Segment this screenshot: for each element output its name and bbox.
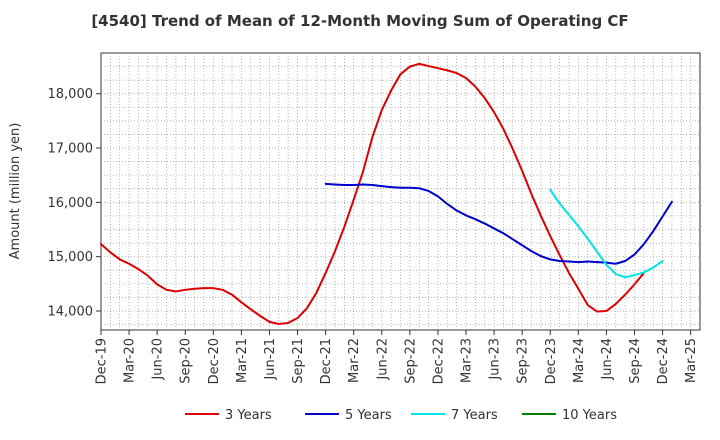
- x-tick-label: Mar-25: [684, 338, 699, 383]
- legend-label: 10 Years: [562, 408, 617, 423]
- x-tick-label: Mar-20: [123, 338, 138, 383]
- x-tick-label: Sep-23: [516, 338, 531, 384]
- series-line-7-years: [549, 188, 664, 279]
- x-tick-label: Sep-22: [403, 338, 418, 384]
- y-tick-label: 17,000: [48, 142, 94, 157]
- y-axis-ticks: 14,000 15,000 16,000 17,000 18,000: [48, 87, 101, 319]
- legend: 3 Years 5 Years 7 Years 10 Years: [185, 408, 617, 423]
- series-line-5-years: [324, 182, 673, 265]
- x-tick-label: Mar-23: [460, 338, 475, 383]
- x-tick-label: Dec-22: [431, 338, 446, 384]
- x-tick-label: Mar-22: [347, 338, 362, 383]
- series-lines: [100, 62, 673, 326]
- x-tick-label: Dec-20: [207, 338, 222, 384]
- x-axis-ticks: Dec-19 Mar-20 Jun-20 Sep-20 Dec-20 Mar-21 Jun-…: [95, 330, 699, 384]
- x-tick-label: Mar-21: [235, 338, 250, 383]
- x-tick-label: Sep-24: [628, 338, 643, 384]
- x-tick-label: Jun-21: [263, 338, 278, 381]
- legend-label: 7 Years: [451, 408, 498, 423]
- chart-title: [4540] Trend of Mean of 12-Month Moving …: [91, 12, 628, 30]
- x-tick-label: Jun-22: [375, 338, 390, 381]
- legend-label: 3 Years: [225, 408, 272, 423]
- y-tick-label: 18,000: [48, 87, 94, 102]
- x-tick-label: Jun-23: [488, 338, 503, 381]
- x-tick-label: Dec-21: [319, 338, 334, 384]
- y-tick-label: 14,000: [48, 304, 94, 319]
- x-tick-label: Dec-19: [95, 338, 110, 384]
- y-tick-label: 16,000: [48, 196, 94, 211]
- x-tick-label: Dec-24: [656, 338, 671, 384]
- y-axis-label: Amount (million yen): [8, 123, 23, 260]
- x-tick-label: Dec-23: [544, 338, 559, 384]
- x-tick-label: Jun-20: [151, 338, 166, 381]
- x-tick-label: Jun-24: [600, 338, 615, 381]
- x-tick-label: Sep-20: [179, 338, 194, 384]
- x-tick-label: Sep-21: [291, 338, 306, 384]
- series-line-3-years: [100, 62, 645, 326]
- grid: [101, 53, 700, 330]
- x-tick-label: Mar-24: [572, 338, 587, 383]
- y-tick-label: 15,000: [48, 250, 94, 265]
- legend-label: 5 Years: [345, 408, 392, 423]
